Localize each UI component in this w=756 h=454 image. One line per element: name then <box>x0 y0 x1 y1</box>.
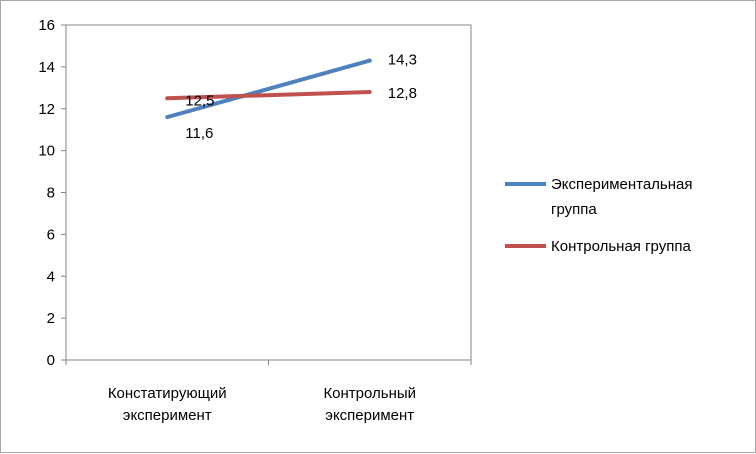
y-tick-label: 16 <box>38 17 55 34</box>
y-tick-label: 14 <box>38 59 55 76</box>
y-tick-label: 10 <box>38 143 55 160</box>
y-tick-label: 4 <box>47 268 55 285</box>
y-axis: 0 2 4 6 8 10 12 14 16 <box>38 17 66 369</box>
y-tick-label: 0 <box>47 352 55 369</box>
y-tick-label: 12 <box>38 101 55 118</box>
y-tick-label: 6 <box>47 226 55 243</box>
y-tick-label: 8 <box>47 185 55 202</box>
plot-border <box>66 25 471 360</box>
data-label: 14,3 <box>388 52 417 69</box>
data-label: 11,6 <box>185 125 213 142</box>
data-label: 12,5 <box>185 92 214 109</box>
plot-area <box>66 25 471 360</box>
data-label: 12,8 <box>388 85 417 102</box>
legend-entry: Контрольная группа <box>551 238 691 255</box>
y-tick-label: 2 <box>47 310 55 327</box>
